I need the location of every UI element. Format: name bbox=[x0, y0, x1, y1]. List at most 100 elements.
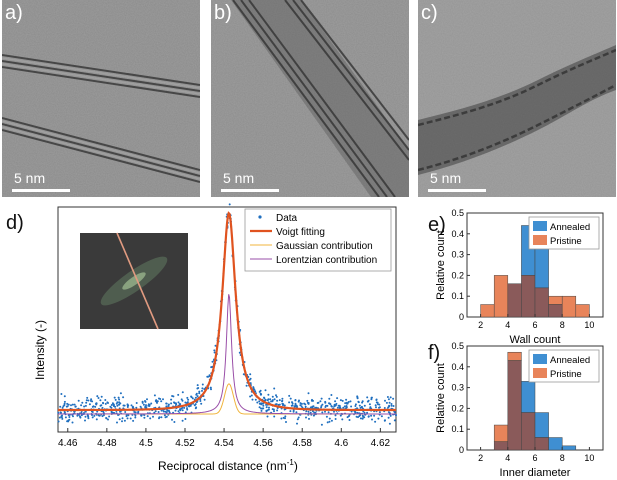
data-point bbox=[156, 401, 158, 404]
data-point bbox=[158, 397, 160, 400]
data-point bbox=[319, 400, 322, 403]
data-point bbox=[387, 398, 390, 401]
histogram-bar bbox=[561, 445, 577, 451]
data-point bbox=[165, 402, 168, 405]
data-point bbox=[72, 415, 74, 418]
data-point bbox=[87, 417, 90, 420]
data-point bbox=[190, 396, 193, 399]
data-point bbox=[361, 401, 364, 404]
panel-label-f: f) bbox=[428, 342, 441, 364]
data-point bbox=[129, 417, 132, 420]
data-point bbox=[366, 411, 369, 414]
y-tick-label: 0 bbox=[459, 312, 464, 322]
histogram-bar-overlap bbox=[534, 437, 549, 451]
data-point bbox=[198, 390, 201, 393]
legend-label-voigt: Voigt fitting bbox=[276, 227, 325, 238]
data-point bbox=[91, 416, 94, 419]
data-point bbox=[389, 414, 392, 417]
data-point bbox=[248, 378, 251, 381]
data-point bbox=[387, 406, 390, 409]
data-point bbox=[390, 404, 393, 407]
data-point bbox=[370, 414, 373, 417]
data-point bbox=[361, 417, 364, 420]
data-point bbox=[356, 407, 358, 410]
data-point bbox=[280, 417, 283, 420]
chart-d-legend: Data Voigt fitting Gaussian contribution… bbox=[244, 208, 392, 272]
data-point bbox=[132, 406, 134, 409]
x-tick-label: 8 bbox=[560, 320, 565, 330]
data-point bbox=[297, 416, 300, 419]
x-tick-label: 4.52 bbox=[175, 438, 195, 449]
data-point bbox=[281, 397, 284, 400]
data-point bbox=[108, 415, 111, 418]
chart-e-y-axis-label: Relative count bbox=[435, 230, 447, 300]
data-point bbox=[121, 417, 124, 420]
data-point bbox=[177, 401, 180, 404]
data-point bbox=[383, 407, 386, 409]
data-point bbox=[385, 401, 388, 404]
data-point bbox=[104, 399, 107, 401]
data-point bbox=[88, 403, 91, 406]
histogram-bar bbox=[493, 275, 509, 318]
data-point bbox=[284, 415, 287, 418]
legend-label-data: Data bbox=[276, 213, 298, 224]
data-point bbox=[122, 404, 125, 407]
data-point bbox=[213, 349, 216, 352]
data-point bbox=[68, 416, 71, 418]
data-point bbox=[171, 395, 174, 397]
data-point bbox=[66, 402, 69, 405]
data-point bbox=[183, 406, 186, 409]
data-point bbox=[164, 410, 167, 413]
data-point bbox=[174, 402, 177, 405]
data-point bbox=[329, 403, 332, 406]
data-point bbox=[325, 415, 328, 418]
data-point bbox=[115, 402, 118, 405]
data-point bbox=[375, 406, 377, 409]
data-point bbox=[336, 406, 339, 409]
data-point bbox=[266, 399, 269, 402]
data-point bbox=[392, 405, 395, 407]
data-point bbox=[210, 366, 213, 369]
data-point bbox=[333, 405, 336, 408]
legend-label-pristine-f: Pristine bbox=[550, 369, 582, 380]
data-point bbox=[200, 402, 203, 405]
data-point bbox=[191, 397, 194, 400]
data-point bbox=[380, 415, 383, 418]
data-point bbox=[350, 405, 353, 408]
data-point bbox=[180, 398, 183, 401]
data-point bbox=[368, 403, 371, 406]
data-point bbox=[271, 395, 274, 398]
data-point bbox=[388, 401, 391, 404]
data-point bbox=[259, 393, 262, 396]
data-point bbox=[181, 391, 184, 394]
data-point bbox=[337, 404, 340, 407]
data-point bbox=[58, 416, 61, 419]
data-point bbox=[317, 401, 320, 404]
data-point bbox=[375, 398, 378, 401]
data-point bbox=[70, 404, 72, 407]
x-tick-label: 4.5 bbox=[139, 438, 153, 449]
data-point bbox=[245, 384, 248, 387]
data-point bbox=[268, 406, 270, 409]
data-point bbox=[260, 403, 263, 406]
data-point bbox=[80, 414, 83, 417]
histogram-bar bbox=[561, 295, 577, 318]
data-point bbox=[153, 394, 156, 397]
data-point bbox=[98, 414, 101, 417]
data-point bbox=[348, 419, 351, 421]
data-point bbox=[374, 420, 377, 423]
lorentzian-contribution-line bbox=[58, 294, 396, 415]
data-point bbox=[299, 402, 302, 405]
data-point bbox=[71, 421, 74, 424]
data-point bbox=[258, 400, 261, 403]
panel-label-b: b) bbox=[214, 2, 232, 24]
data-point bbox=[269, 398, 272, 401]
data-point bbox=[277, 403, 280, 406]
data-point bbox=[266, 415, 269, 418]
data-point bbox=[80, 404, 83, 407]
data-point bbox=[363, 404, 366, 407]
x-tick-label: 4.56 bbox=[253, 438, 273, 449]
data-point bbox=[90, 398, 93, 401]
data-point bbox=[149, 417, 152, 420]
panel-label-a: a) bbox=[5, 2, 23, 24]
